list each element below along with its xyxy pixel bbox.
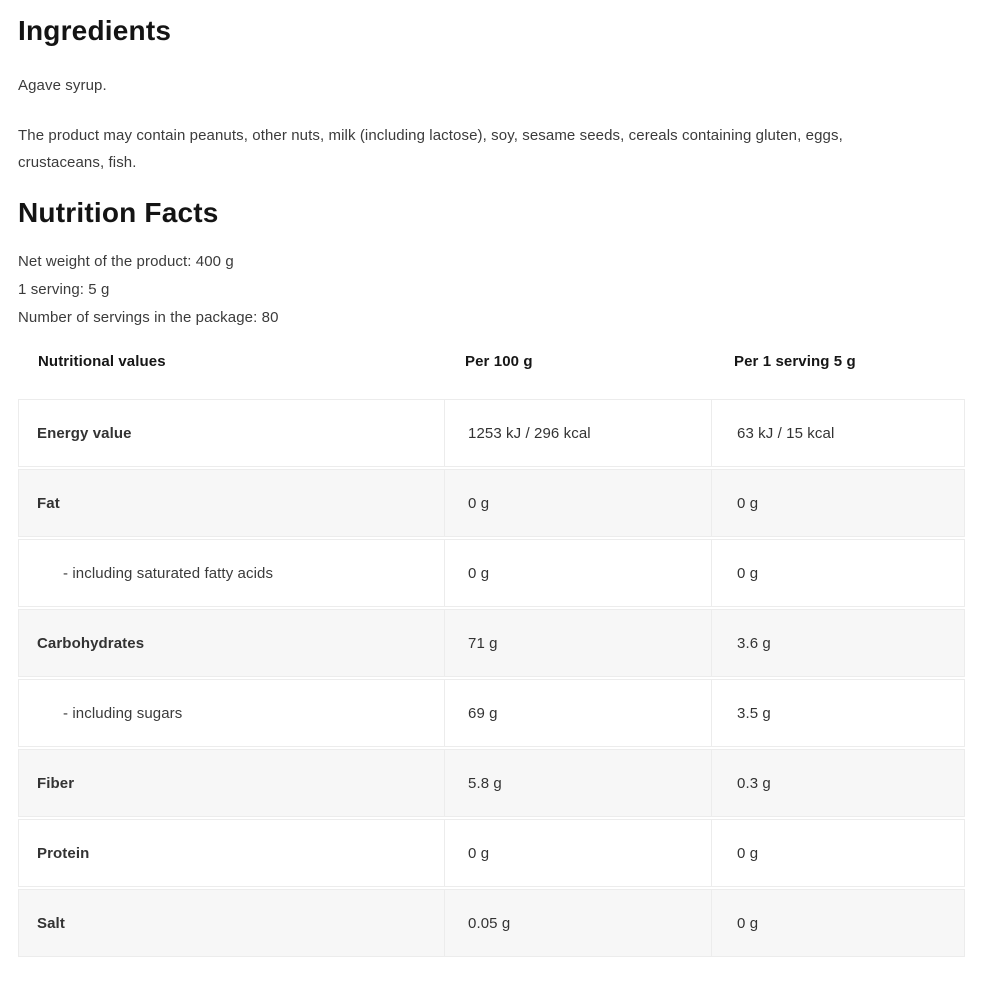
per-100g-cell: 5.8 g xyxy=(444,749,711,817)
per-serving-cell: 0 g xyxy=(711,469,965,537)
table-row-protein: Protein 0 g 0 g xyxy=(18,819,965,887)
column-header-per-serving: Per 1 serving 5 g xyxy=(734,353,856,370)
column-header-nutritional-values: Nutritional values xyxy=(38,353,166,370)
servings-count-text: Number of servings in the package: 80 xyxy=(18,309,279,326)
row-label-cell: Fat xyxy=(18,469,444,537)
per-serving-cell: 0 g xyxy=(711,889,965,957)
serving-info-block: Net weight of the product: 400 g 1 servi… xyxy=(18,248,982,332)
row-label-cell: - including saturated fatty acids xyxy=(18,539,444,607)
per-serving-cell: 0.3 g xyxy=(711,749,965,817)
net-weight-text: Net weight of the product: 400 g xyxy=(18,253,234,270)
table-row-saturated-fat: - including saturated fatty acids 0 g 0 … xyxy=(18,539,965,607)
per-serving-cell: 0 g xyxy=(711,819,965,887)
per-100g-cell: 1253 kJ / 296 kcal xyxy=(444,399,711,467)
per-100g-cell: 0 g xyxy=(444,819,711,887)
table-row-fat: Fat 0 g 0 g xyxy=(18,469,965,537)
row-label-cell: Energy value xyxy=(18,399,444,467)
row-label-cell: Salt xyxy=(18,889,444,957)
row-label-cell: Fiber xyxy=(18,749,444,817)
per-serving-cell: 3.6 g xyxy=(711,609,965,677)
per-serving-cell: 0 g xyxy=(711,539,965,607)
allergen-info-line-1: The product may contain peanuts, other n… xyxy=(18,127,843,144)
serving-size-text: 1 serving: 5 g xyxy=(18,281,110,298)
per-serving-cell: 63 kJ / 15 kcal xyxy=(711,399,965,467)
per-100g-cell: 0 g xyxy=(444,469,711,537)
row-label-cell: - including sugars xyxy=(18,679,444,747)
nutrition-table-header: Nutritional values Per 100 g Per 1 servi… xyxy=(18,353,961,371)
per-100g-cell: 0.05 g xyxy=(444,889,711,957)
table-row-energy-value: Energy value 1253 kJ / 296 kcal 63 kJ / … xyxy=(18,399,965,467)
ingredients-text: Agave syrup. xyxy=(18,77,107,94)
table-row-salt: Salt 0.05 g 0 g xyxy=(18,889,965,957)
per-100g-cell: 0 g xyxy=(444,539,711,607)
nutrition-table: Energy value 1253 kJ / 296 kcal 63 kJ / … xyxy=(18,397,965,959)
allergen-info: The product may contain peanuts, other n… xyxy=(18,122,982,176)
per-serving-cell: 3.5 g xyxy=(711,679,965,747)
ingredients-heading: Ingredients xyxy=(18,15,172,46)
row-label-cell: Protein xyxy=(18,819,444,887)
row-label-cell: Carbohydrates xyxy=(18,609,444,677)
table-row-carbohydrates: Carbohydrates 71 g 3.6 g xyxy=(18,609,965,677)
allergen-info-line-2: crustaceans, fish. xyxy=(18,154,137,171)
nutrition-facts-heading: Nutrition Facts xyxy=(18,197,219,228)
per-100g-cell: 69 g xyxy=(444,679,711,747)
table-row-sugars: - including sugars 69 g 3.5 g xyxy=(18,679,965,747)
table-row-fiber: Fiber 5.8 g 0.3 g xyxy=(18,749,965,817)
per-100g-cell: 71 g xyxy=(444,609,711,677)
column-header-per-100g: Per 100 g xyxy=(465,353,533,370)
